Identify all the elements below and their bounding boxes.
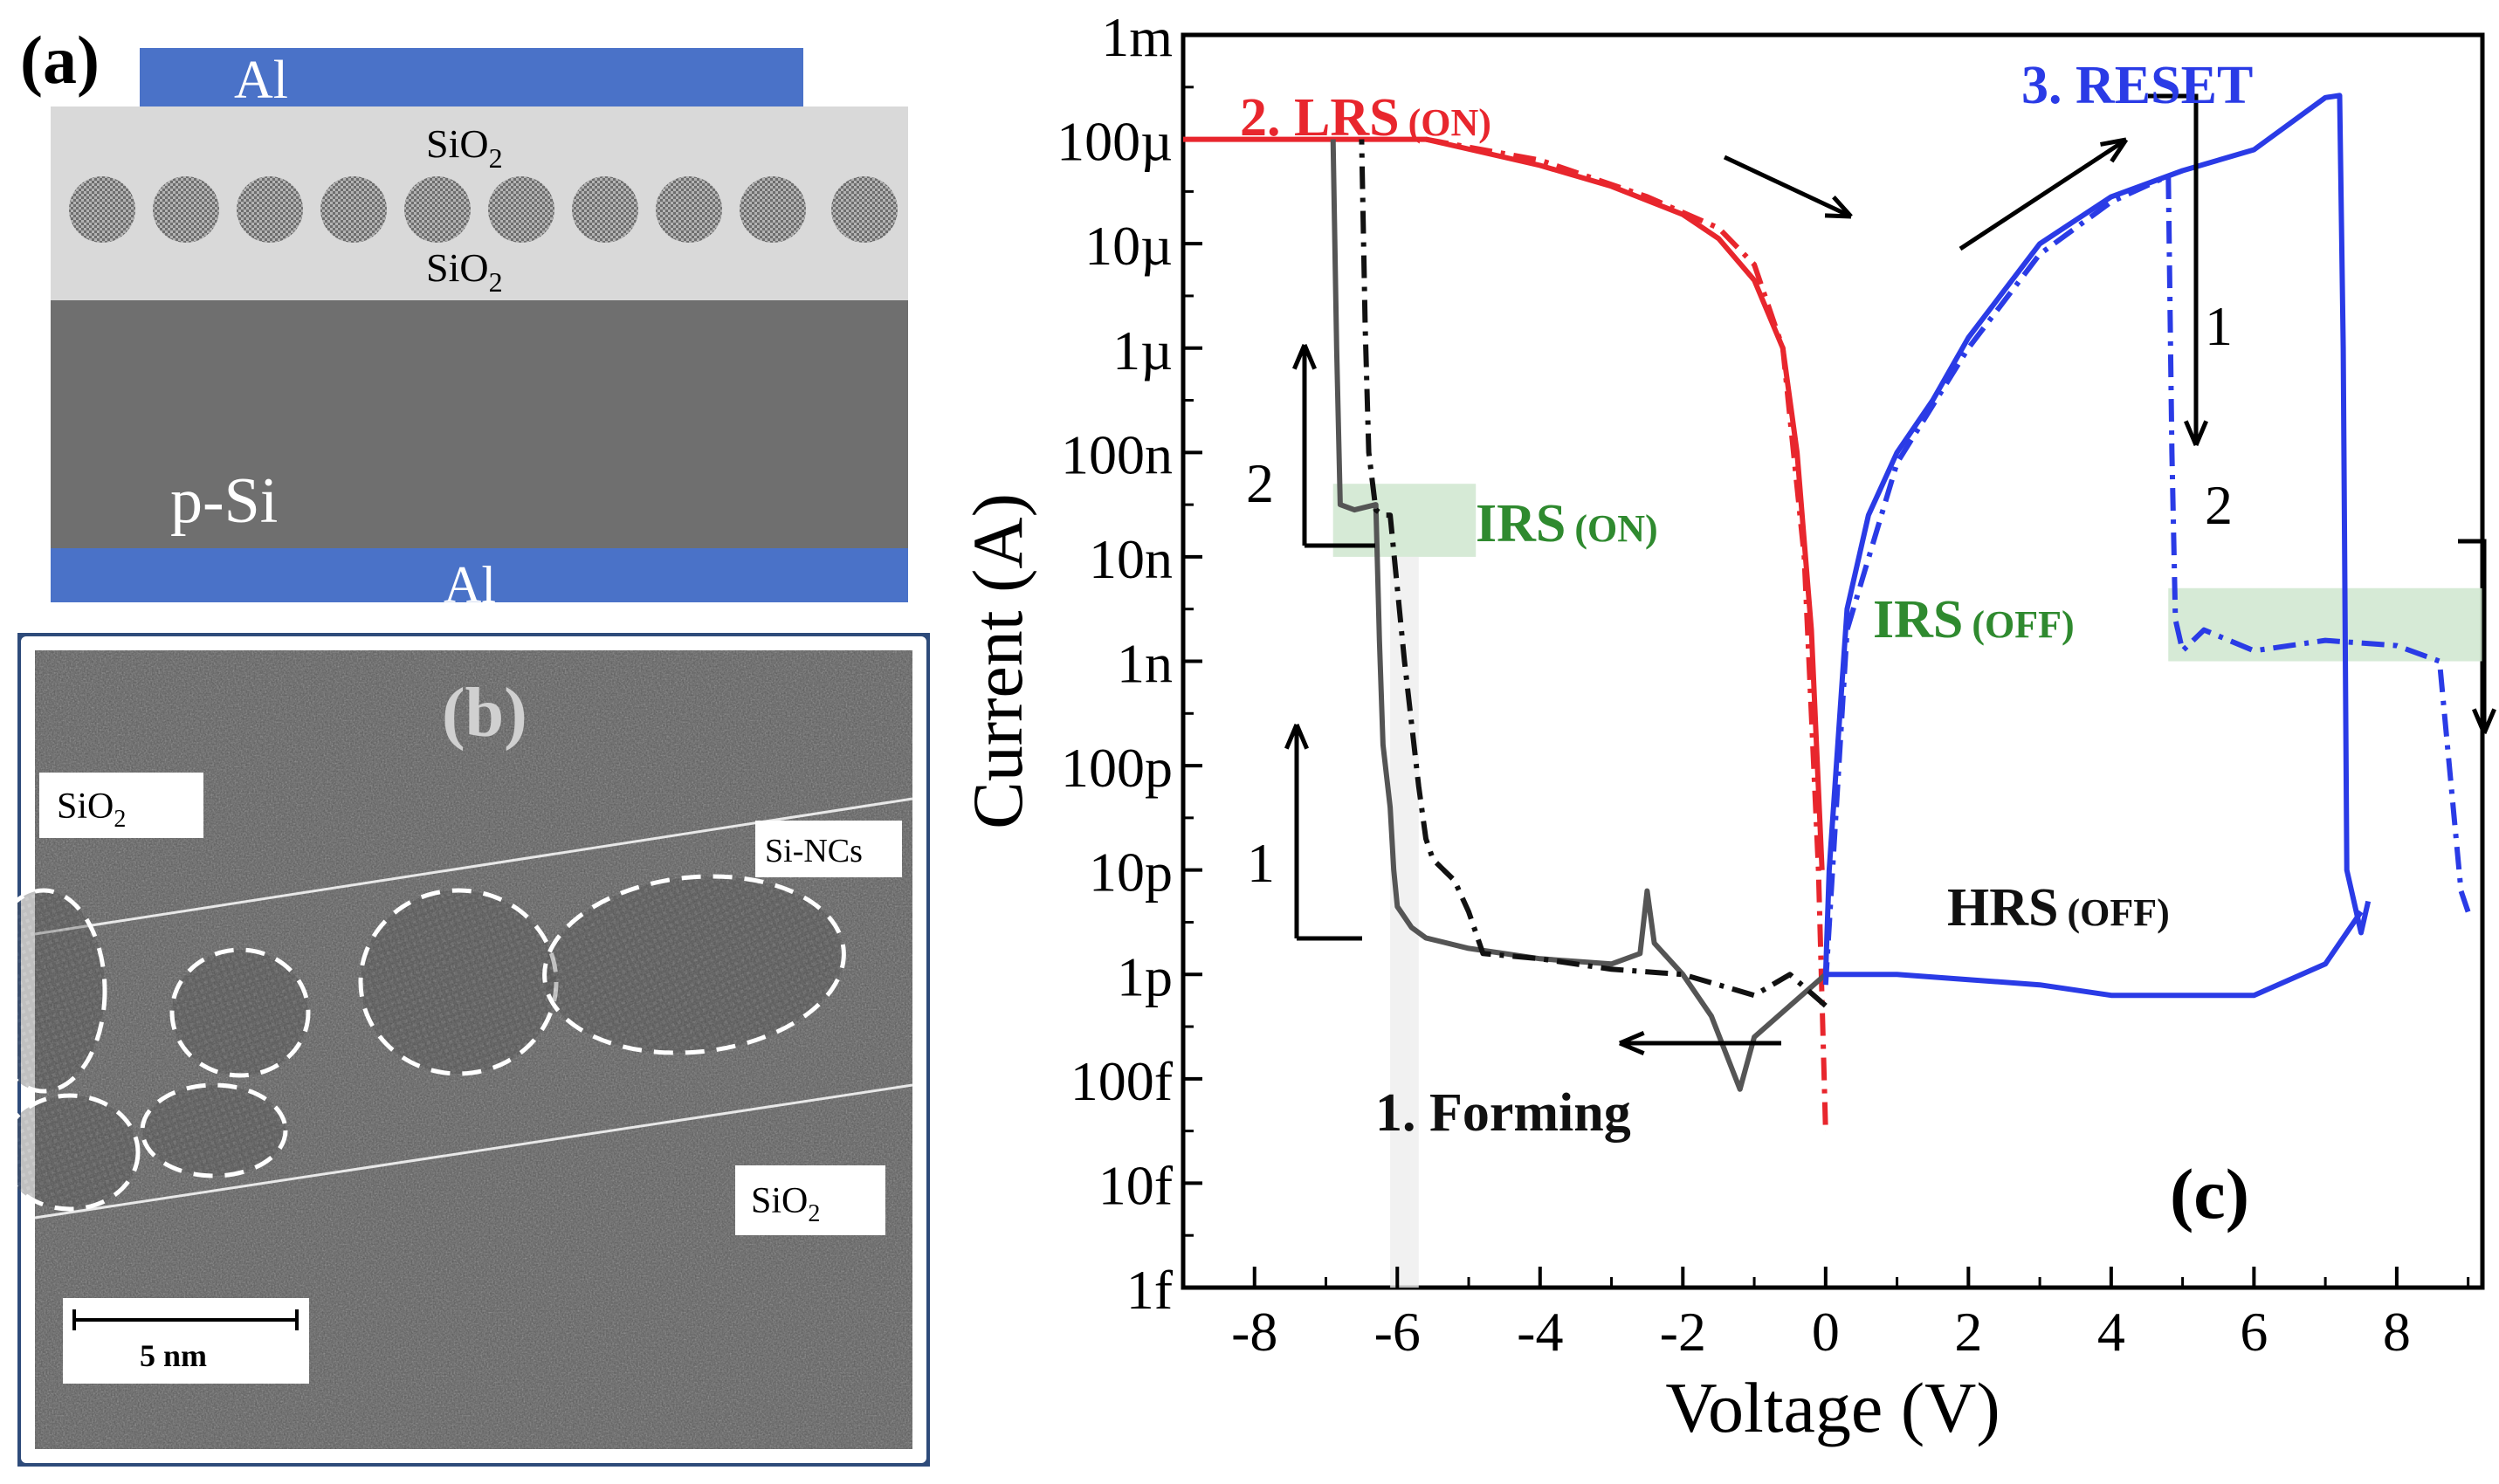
step-2-left: 2 [1246, 452, 1274, 514]
y-tick-label: 100f [1071, 1050, 1174, 1112]
y-tick-label: 10f [1098, 1154, 1174, 1216]
y-tick-label: 1p [1117, 945, 1173, 1007]
nanocrystal [404, 176, 471, 243]
x-tick-label: 4 [2097, 1301, 2125, 1363]
irs-on-annotation: IRS(ON) [1476, 494, 1658, 553]
x-tick-label: 0 [1812, 1301, 1840, 1363]
nanocrystal-outline [172, 950, 308, 1075]
series-red-dashdot-1 [1426, 140, 1826, 1131]
x-tick-label: -6 [1374, 1301, 1421, 1363]
x-tick-label: -4 [1517, 1301, 1563, 1363]
nanocrystal-outline [361, 890, 556, 1074]
y-tick-label: 10µ [1084, 215, 1173, 277]
scale-bar-label: 5 nm [140, 1338, 207, 1373]
y-tick-label: 100µ [1057, 111, 1173, 173]
x-tick-label: 6 [2240, 1301, 2268, 1363]
nanocrystal [320, 176, 387, 243]
lrs-sweep-arrow [1725, 157, 1851, 216]
device-schematic: (a) Al SiO2 SiO2 p-Si Al [0, 0, 934, 611]
y-tick-label: 100n [1061, 423, 1173, 485]
panel-c-iv-chart: 1m 100µ 10µ 1µ 100n 10n 1n 100p 10p 1p 100f 10f 1f -… [939, 0, 2499, 1480]
series-blue-dashdot-5 [1826, 175, 2468, 985]
top-electrode-label: Al [234, 51, 288, 110]
nanocrystal [69, 176, 135, 243]
x-axis-title: Voltage (V) [1665, 1368, 2000, 1447]
nanocrystal-outline [142, 1085, 286, 1176]
nc-label: Si-NCs [765, 833, 863, 869]
hrs-annotation: HRS(OFF) [1947, 878, 2170, 938]
step-1-right: 1 [2205, 295, 2233, 357]
step-2-right: 2 [2205, 474, 2233, 536]
y-tick-label: 1n [1117, 633, 1173, 695]
nanocrystal [572, 176, 638, 243]
y-tick-label: 100p [1061, 737, 1173, 799]
reset-sweep-arrow [1960, 140, 2126, 249]
nanocrystal [153, 176, 219, 243]
y-tick-label: 1f [1126, 1259, 1174, 1321]
x-tick-label: 2 [1954, 1301, 1982, 1363]
nanocrystal-outline [17, 1096, 138, 1209]
y-tick-label: 1m [1101, 6, 1173, 68]
x-tick-label: -8 [1231, 1301, 1277, 1363]
lrs-annotation: 2. LRS(ON) [1240, 88, 1491, 148]
panel-b-tem-image: (b) SiO2 Si-NCs SiO2 5 nm [17, 633, 930, 1467]
panel-c-label: (c) [2170, 1154, 2249, 1233]
x-tick-label: 8 [2383, 1301, 2411, 1363]
y-tick-label: 1µ [1112, 319, 1173, 381]
nanocrystal [740, 176, 806, 243]
forming-annotation: 1. Forming [1375, 1083, 1631, 1143]
x-tick-label: -2 [1660, 1301, 1706, 1363]
reset-annotation: 3. RESET [2021, 56, 2253, 115]
tem-micrograph: (b) SiO2 Si-NCs SiO2 5 nm [17, 633, 930, 1467]
x-axis: -8 -6 -4 -2 0 2 4 6 8 [1183, 1267, 2468, 1363]
bottom-electrode-label: Al [444, 556, 496, 611]
panel-a-device-schematic: (a) Al SiO2 SiO2 p-Si Al [0, 0, 934, 611]
reset-bracket [2148, 96, 2196, 231]
panel-a-label: (a) [20, 22, 100, 98]
panel-b-label: (b) [442, 675, 527, 752]
irs-off-band [2168, 588, 2482, 662]
substrate-label: p-Si [170, 465, 278, 537]
nanocrystal [237, 176, 303, 243]
y-tick-label: 10n [1089, 528, 1173, 590]
nanocrystal [488, 176, 554, 243]
iv-chart: 1m 100µ 10µ 1µ 100n 10n 1n 100p 10p 1p 100f 10f 1f -… [939, 0, 2499, 1480]
y-axis-title: Current (A) [958, 493, 1037, 829]
irs-off-annotation: IRS(OFF) [1873, 590, 2075, 649]
nanocrystal [831, 176, 898, 243]
series-blue-solid-4 [1826, 95, 2368, 974]
y-axis: 1m 100µ 10µ 1µ 100n 10n 1n 100p 10p 1p 100f 10f 1f [1057, 6, 1202, 1321]
nanocrystal [656, 176, 722, 243]
step-1-left: 1 [1247, 832, 1275, 894]
y-tick-label: 10p [1089, 842, 1173, 903]
